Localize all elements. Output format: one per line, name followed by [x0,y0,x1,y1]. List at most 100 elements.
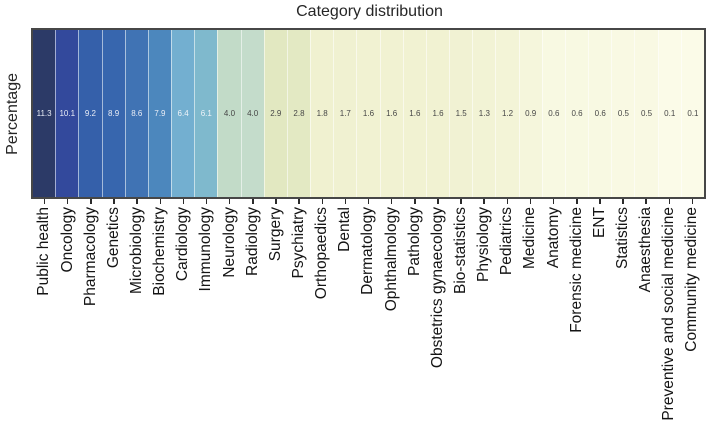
x-tick [450,199,473,204]
x-tick [612,199,635,204]
x-label-column: Public health [33,207,56,296]
x-category-label: Psychiatry [289,207,307,279]
x-tick [565,199,588,204]
cell-value-label: 6.1 [200,109,212,118]
x-ticks [33,199,704,204]
cell-value-label: 1.2 [501,109,514,118]
x-tick [357,199,380,204]
heatmap-cell: 0.5 [634,30,658,197]
x-label-column: Radiology [241,207,264,276]
x-labels: Public health Oncology Pharmacology Genetic… [33,207,704,421]
cell-value-label: 4.0 [223,109,236,118]
y-axis-label-container: Percentage [2,28,24,199]
x-category-label: Obstetrics gynaecology [428,207,446,369]
cell-value-label: 0.9 [525,109,537,118]
x-label-column: Preventive and social medicine [658,207,681,421]
cell-value-label: 1.6 [409,109,421,118]
x-label-column: Orthopaedics [311,207,334,299]
x-tick [172,199,195,204]
cell-value-label: 0.6 [571,109,583,118]
x-category-label: ENT [590,207,608,238]
cell-value-label: 1.6 [386,109,398,118]
x-tick [79,199,102,204]
x-label-column: Anaesthesia [635,207,658,292]
x-label-column: Forensic medicine [565,207,588,333]
x-tick [542,199,565,204]
cell-value-label: 0.1 [664,109,676,118]
heatmap-cell: 4.0 [240,30,264,197]
heatmap-cell: 1.6 [402,30,426,197]
heatmap-cell: 9.2 [78,30,102,197]
cell-value-label: 2.8 [293,109,305,118]
y-axis-label: Percentage [4,72,22,155]
heatmap-cell: 0.5 [611,30,635,197]
heatmap-cell: 8.9 [101,30,125,197]
cell-value-label: 9.2 [84,109,96,118]
x-category-label: Immunology [197,207,215,292]
heatmap-cell: 0.6 [541,30,565,197]
x-category-label: Statistics [613,207,631,270]
x-label-column: Biochemistry [149,207,172,296]
x-label-column: Microbiology [126,207,149,294]
cell-value-label: 1.6 [432,109,444,118]
heatmap-cell: 1.5 [449,30,473,197]
x-category-label: Anatomy [544,207,562,269]
heatmap-cell: 1.7 [333,30,357,197]
cell-value-label: 1.8 [316,109,328,118]
x-category-label: Public health [35,207,53,296]
x-label-column: Pediatrics [496,207,519,275]
x-label-column: Dental [334,207,357,252]
x-category-label: Radiology [243,207,261,276]
x-tick [102,199,125,204]
x-category-label: Microbiology [128,207,145,295]
heatmap-cell: 0.6 [588,30,612,197]
x-label-column: Immunology [195,207,218,291]
x-label-column: Obstetrics gynaecology [426,207,449,368]
cell-value-label: 11.3 [36,109,52,118]
heatmap-cell: 1.8 [310,30,334,197]
x-label-column: Cardiology [172,207,195,281]
x-category-label: Medicine [521,207,539,270]
heatmap-cell: 1.6 [356,30,380,197]
x-tick [149,199,172,204]
cell-value-label: 0.1 [687,109,699,118]
x-label-column: Oncology [56,207,79,272]
x-tick [33,199,56,204]
x-label-column: Medicine [519,207,542,269]
x-label-column: Dermatology [357,207,380,295]
x-tick [681,199,704,204]
heatmap-cell: 0.9 [518,30,542,197]
x-label-column: Statistics [612,207,635,269]
x-label-column: Neurology [218,207,241,278]
x-label-column: Community medicine [681,207,704,352]
x-tick [635,199,658,204]
heatmap-cell: 2.9 [263,30,287,197]
cell-value-label: 7.9 [154,109,166,118]
x-category-label: Community medicine [683,207,701,352]
x-tick [519,199,542,204]
cell-value-label: 0.6 [594,109,606,118]
x-label-column: Pathology [403,207,426,276]
x-tick [241,199,264,204]
heatmap-cell: 6.1 [194,30,218,197]
x-tick [218,199,241,204]
x-label-column: Physiology [473,207,496,282]
x-tick [264,199,287,204]
x-tick [334,199,357,204]
cell-value-label: 1.6 [362,109,375,118]
x-tick [658,199,681,204]
x-category-label: Physiology [475,207,493,282]
heatmap-cell: 10.1 [55,30,79,197]
heatmap-row: 11.3 10.1 9.2 8.9 8.6 7.9 6.4 6.1 4.0 4.0 2.9 2.8 1.… [31,28,706,199]
cell-value-label: 0.5 [617,109,629,118]
x-category-label: Orthopaedics [313,207,331,300]
x-tick [473,199,496,204]
cell-value-label: 1.3 [478,109,490,118]
cell-value-label: 0.6 [548,109,560,118]
x-label-column: Surgery [264,207,287,261]
x-category-label: Surgery [266,207,284,262]
heatmap-cell: 1.6 [379,30,403,197]
x-category-label: Preventive and social medicine [660,207,678,421]
heatmap-cell: 1.3 [472,30,496,197]
